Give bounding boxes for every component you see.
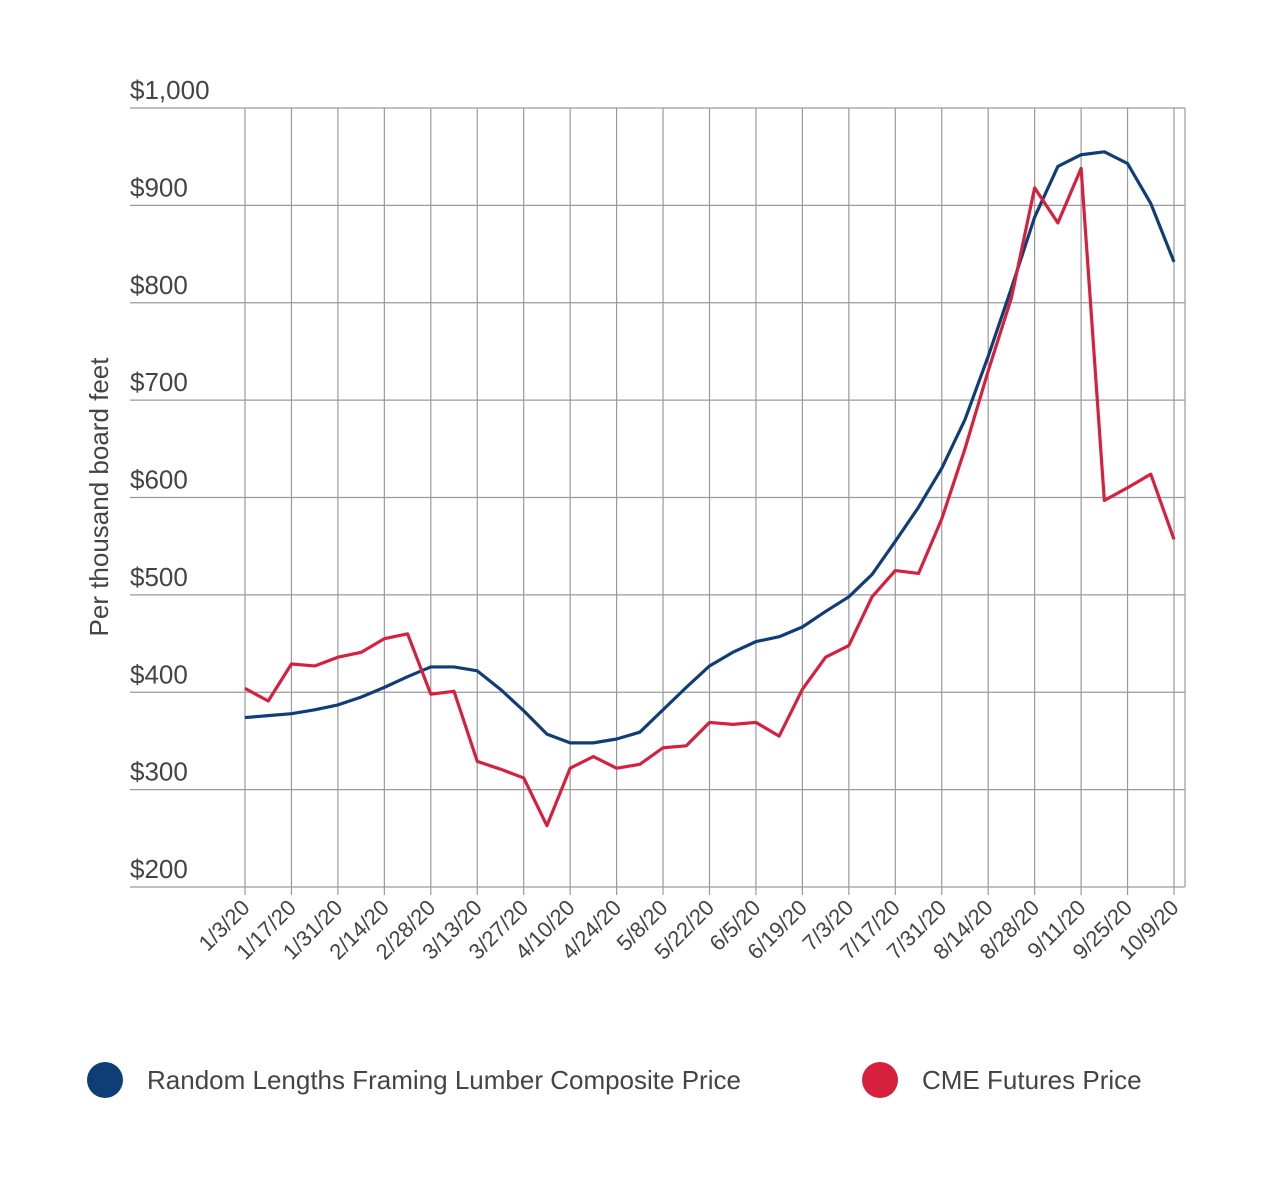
y-tick-label: $300 [130, 757, 188, 787]
legend-label: Random Lengths Framing Lumber Composite … [147, 1065, 741, 1095]
legend-label: CME Futures Price [922, 1065, 1142, 1095]
y-tick-label: $200 [130, 854, 188, 884]
legend-marker [87, 1062, 123, 1098]
y-tick-label: $1,000 [130, 75, 210, 105]
y-tick-label: $500 [130, 562, 188, 592]
y-tick-label: $900 [130, 172, 188, 202]
y-tick-label: $700 [130, 367, 188, 397]
y-tick-label: $800 [130, 270, 188, 300]
y-axis-label: Per thousand board feet [84, 357, 114, 637]
y-tick-label: $400 [130, 659, 188, 689]
series-line [244, 166, 1176, 828]
y-tick-label: $600 [130, 465, 188, 495]
legend-marker [862, 1062, 898, 1098]
